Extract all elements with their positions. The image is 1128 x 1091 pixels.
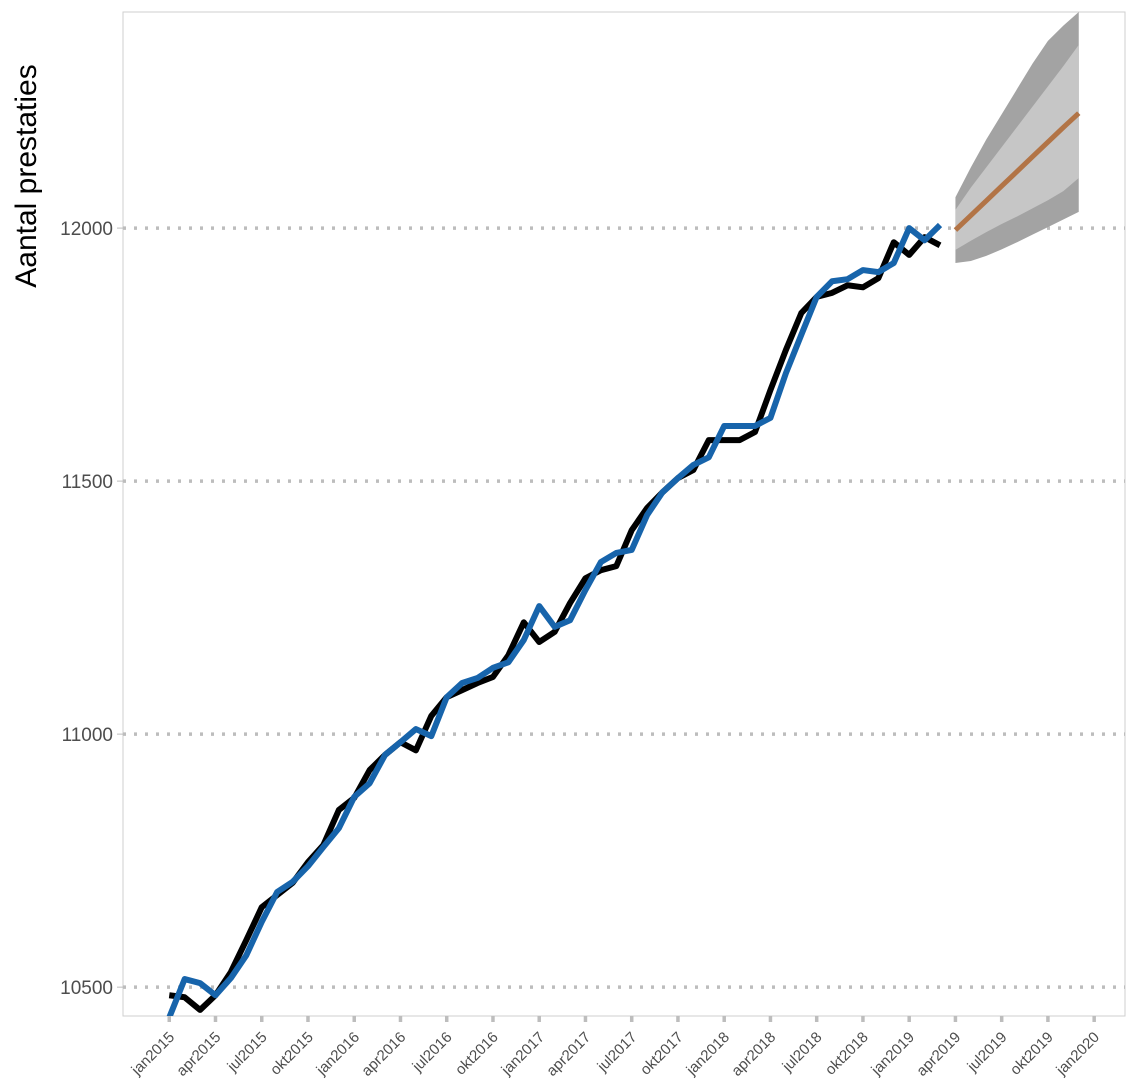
x-tick-label: okt2017 — [637, 1029, 687, 1079]
y-tick-label: 12000 — [60, 219, 113, 240]
line — [166, 222, 943, 1016]
y-tick-label: 10500 — [60, 978, 113, 999]
x-tick-label: jul2016 — [409, 1029, 456, 1076]
x-tick-label: apr2017 — [543, 1029, 594, 1080]
x-tick-label: jan2020 — [1053, 1029, 1103, 1079]
x-tick-label: apr2018 — [728, 1029, 779, 1080]
x-tick-label: jan2019 — [868, 1029, 918, 1079]
x-tick-label: jan2017 — [498, 1029, 548, 1079]
x-tick-label: apr2019 — [913, 1029, 964, 1080]
x-tick-label: apr2016 — [358, 1029, 409, 1080]
x-tick-label: jan2018 — [683, 1029, 733, 1079]
x-tick-label: jul2018 — [779, 1029, 826, 1076]
x-tick-label: jul2015 — [224, 1029, 271, 1076]
x-tick-label: jan2016 — [313, 1029, 363, 1079]
x-tick-label: okt2018 — [822, 1029, 872, 1079]
x-tick-label: jul2019 — [964, 1029, 1011, 1076]
x-tick-label: jan2015 — [128, 1029, 178, 1079]
x-tick-label: okt2016 — [452, 1029, 502, 1079]
plot-area — [122, 11, 1126, 1017]
x-tick-label: okt2019 — [1007, 1029, 1057, 1079]
x-tick-label: jul2017 — [594, 1029, 641, 1076]
x-tick-label: apr2015 — [173, 1029, 224, 1080]
line — [953, 111, 1081, 232]
y-tick-label: 11500 — [62, 472, 113, 493]
y-tick-label: 11000 — [62, 725, 113, 746]
y-axis-title: Aantal prestaties — [10, 64, 43, 287]
x-tick-label: okt2015 — [267, 1029, 317, 1079]
plot-layer — [166, 12, 1081, 1016]
